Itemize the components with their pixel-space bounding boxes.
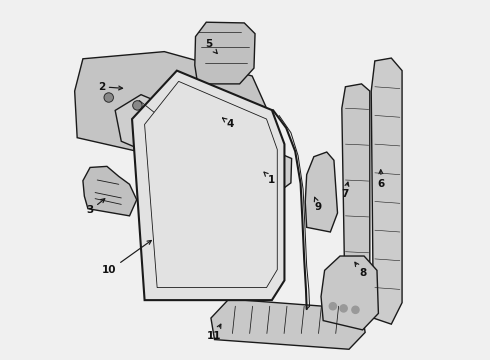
Polygon shape <box>195 22 255 84</box>
Polygon shape <box>371 58 402 324</box>
Text: 1: 1 <box>264 172 275 185</box>
Circle shape <box>104 93 113 102</box>
Polygon shape <box>115 95 292 202</box>
Text: 7: 7 <box>341 182 349 199</box>
Polygon shape <box>132 71 285 300</box>
Text: 4: 4 <box>222 118 234 129</box>
Circle shape <box>204 117 214 126</box>
Text: 3: 3 <box>86 199 105 216</box>
Circle shape <box>169 109 178 118</box>
Circle shape <box>340 305 347 312</box>
Polygon shape <box>305 152 338 232</box>
Circle shape <box>329 303 337 310</box>
Circle shape <box>133 101 142 110</box>
Text: 6: 6 <box>378 170 385 189</box>
Circle shape <box>352 306 359 314</box>
Text: 2: 2 <box>98 82 122 92</box>
Polygon shape <box>342 84 370 288</box>
Polygon shape <box>74 51 266 163</box>
Text: 9: 9 <box>314 197 322 212</box>
Text: 10: 10 <box>102 240 151 275</box>
Polygon shape <box>145 81 277 288</box>
Circle shape <box>233 123 243 133</box>
Polygon shape <box>321 256 378 330</box>
Polygon shape <box>211 299 365 349</box>
Polygon shape <box>83 166 137 216</box>
Text: 11: 11 <box>207 324 222 341</box>
Text: 5: 5 <box>205 40 217 54</box>
Text: 8: 8 <box>355 262 366 278</box>
